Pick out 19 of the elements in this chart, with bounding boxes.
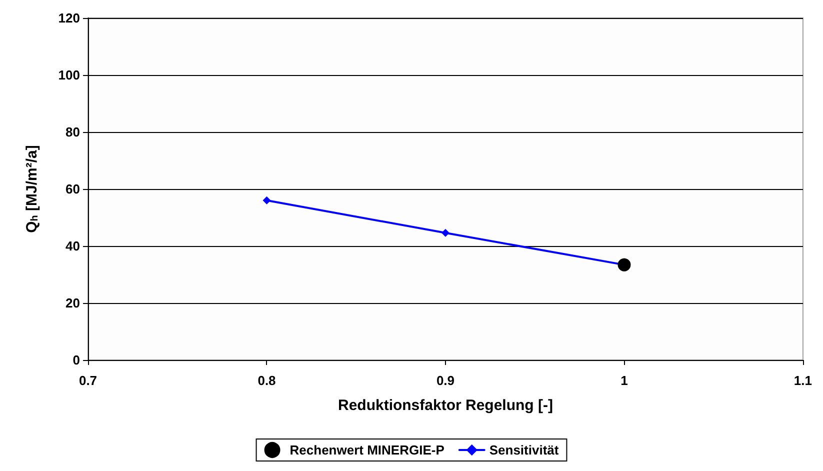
legend-label: Rechenwert MINERGIE-P: [290, 442, 445, 458]
x-tick-label: 0.9: [436, 373, 455, 388]
point: [618, 258, 631, 272]
y-tick-label: 0: [72, 352, 80, 368]
y-tick-label: 80: [66, 124, 80, 140]
point: [441, 228, 450, 237]
x-tick-label: 0.8: [258, 373, 276, 388]
legend-label: Sensitivität: [489, 442, 560, 458]
y-tick-label: 120: [58, 10, 80, 26]
y-tick-label: 40: [66, 238, 80, 254]
y-axis-title: Qh [MJ/m²/a]: [24, 145, 40, 233]
y-tick-label: 20: [66, 296, 80, 310]
x-axis-title: Reduktionsfaktor Regelung [-]: [338, 397, 553, 414]
y-tick-label: 60: [66, 182, 80, 196]
x-tick-label: 1: [620, 373, 628, 388]
x-tick-label: 0.7: [78, 373, 98, 388]
y-tick-label: 100: [58, 68, 80, 82]
x-tick-label: 1.1: [794, 373, 812, 388]
point: [262, 196, 271, 204]
